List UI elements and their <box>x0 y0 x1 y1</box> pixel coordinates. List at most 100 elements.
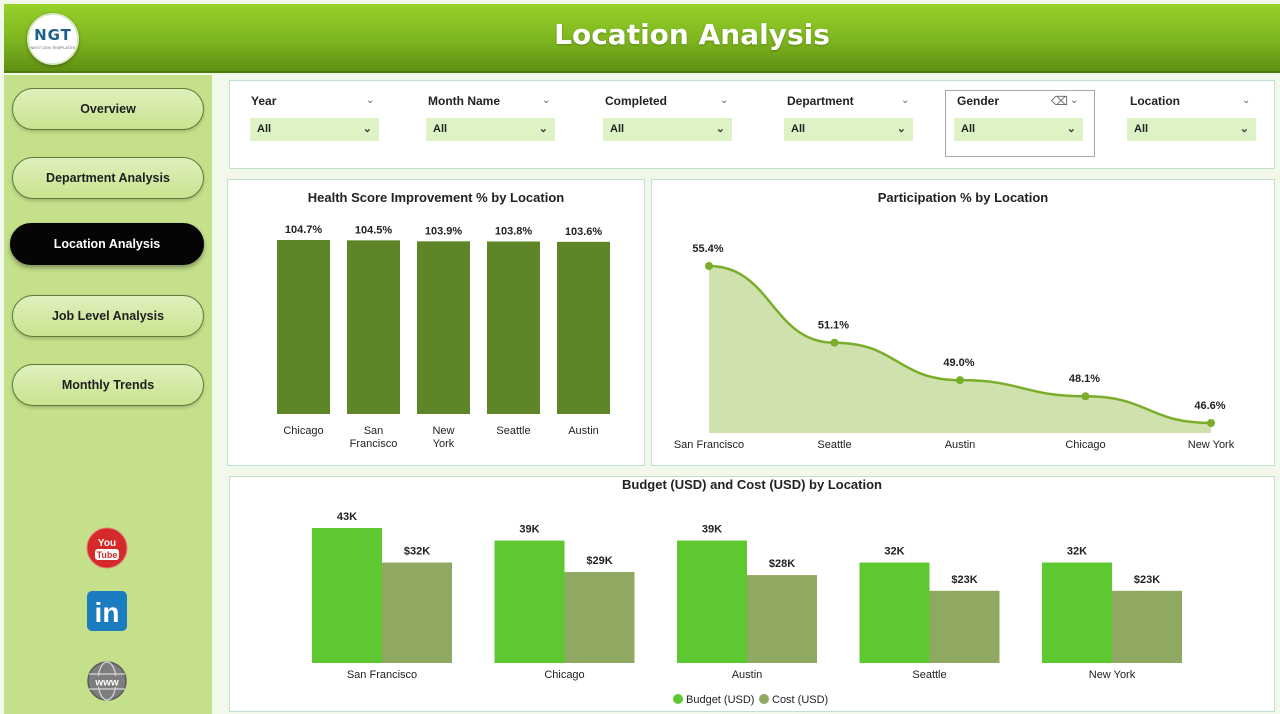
tick-label-austin: Austin <box>568 425 599 437</box>
bar-cost-usd-seattle[interactable] <box>929 590 1000 663</box>
data-label-seattle: 51.1% <box>818 320 849 332</box>
department-dropdown-value: All <box>791 123 806 135</box>
website-icon[interactable]: www <box>85 659 129 703</box>
nav-monthly-trends-button[interactable]: Monthly Trends <box>12 364 204 406</box>
data-label-new-york: 46.6% <box>1194 400 1225 412</box>
chevron-down-icon: ⌄ <box>896 123 906 135</box>
month-dropdown-value: All <box>433 123 448 135</box>
data-label-cost-usd-seattle: $23K <box>951 574 977 586</box>
tick-label-san-francisco: San Francisco <box>674 439 744 451</box>
chevron-down-icon[interactable]: ⌄ <box>1242 95 1251 106</box>
bar-chicago[interactable] <box>277 240 330 414</box>
data-label-cost-usd-new-york: $23K <box>1134 574 1160 586</box>
bar-budget-usd-seattle[interactable] <box>859 562 930 663</box>
data-label-cost-usd-chicago: $29K <box>586 555 612 567</box>
data-label-budget-usd-chicago: 39K <box>519 524 539 536</box>
data-label-seattle: 103.8% <box>495 225 533 237</box>
bar-budget-usd-austin[interactable] <box>677 540 747 663</box>
gender-slicer: Gender ⌫ ⌄ <box>957 91 1087 111</box>
tick-label-chicago: Chicago <box>283 425 323 437</box>
data-label-new-york: 103.9% <box>425 225 463 237</box>
location-slicer-label: Location <box>1130 94 1180 108</box>
tick-label-new-york: New York <box>1089 669 1136 681</box>
point-san-francisco[interactable] <box>705 262 713 270</box>
participation-area <box>709 266 1211 433</box>
chevron-down-icon: ⌄ <box>715 123 725 135</box>
chevron-down-icon[interactable]: ⌄ <box>542 95 551 106</box>
tick-label-austin: Austin <box>732 669 763 681</box>
nav-location-analysis-button[interactable]: Location Analysis <box>10 223 204 265</box>
location-dropdown-value: All <box>1134 123 1149 135</box>
youtube-label-top: You <box>98 538 116 549</box>
nav-job-level-analysis-button[interactable]: Job Level Analysis <box>12 295 204 337</box>
gender-slicer-focus-frame <box>945 90 1095 157</box>
tick-label-san-francisco: San Francisco <box>350 425 398 450</box>
page-title: Location Analysis <box>554 18 830 51</box>
bar-cost-usd-austin[interactable] <box>747 575 817 663</box>
tick-label-san-francisco: San Francisco <box>347 669 417 681</box>
chevron-down-icon[interactable]: ⌄ <box>901 95 910 106</box>
bar-cost-usd-san-francisco[interactable] <box>382 562 452 663</box>
data-label-san-francisco: 104.5% <box>355 224 393 236</box>
chevron-down-icon[interactable]: ⌄ <box>366 95 375 106</box>
gender-dropdown[interactable]: All ⌄ <box>954 118 1083 141</box>
eraser-icon[interactable]: ⌫ <box>1051 94 1068 108</box>
tick-label-chicago: Chicago <box>1065 439 1105 451</box>
logo-mark: NGT <box>34 26 72 44</box>
data-label-budget-usd-seattle: 32K <box>884 546 904 558</box>
health-score-chart-panel: Health Score Improvement % by Location 1… <box>227 179 645 466</box>
data-label-san-francisco: 55.4% <box>692 243 723 255</box>
bar-budget-usd-chicago[interactable] <box>494 540 565 663</box>
chevron-down-icon[interactable]: ⌄ <box>720 95 729 106</box>
nav-overview-button[interactable]: Overview <box>12 88 204 130</box>
bar-cost-usd-chicago[interactable] <box>564 571 635 663</box>
health-score-chart-title: Health Score Improvement % by Location <box>307 190 565 205</box>
data-label-austin: 49.0% <box>943 357 974 369</box>
year-slicer: Year ⌄ <box>251 91 381 111</box>
point-seattle[interactable] <box>830 338 839 347</box>
nav-department-analysis-button[interactable]: Department Analysis <box>12 157 204 199</box>
legend-marker-cost-usd <box>759 694 769 704</box>
bar-seattle[interactable] <box>487 241 540 414</box>
month-dropdown[interactable]: All ⌄ <box>426 118 555 141</box>
tick-label-austin: Austin <box>945 439 976 451</box>
bar-cost-usd-new-york[interactable] <box>1112 590 1182 663</box>
chevron-down-icon: ⌄ <box>1066 123 1076 135</box>
chevron-down-icon[interactable]: ⌄ <box>1070 95 1079 106</box>
year-dropdown[interactable]: All ⌄ <box>250 118 379 141</box>
participation-line <box>708 264 1212 425</box>
tick-label-seattle: Seattle <box>817 439 851 451</box>
bar-budget-usd-san-francisco[interactable] <box>312 528 382 663</box>
gender-dropdown-value: All <box>961 123 976 135</box>
year-dropdown-value: All <box>257 123 272 135</box>
completed-dropdown[interactable]: All ⌄ <box>603 118 732 141</box>
point-austin[interactable] <box>956 376 964 385</box>
completed-slicer: Completed ⌄ <box>605 91 735 111</box>
completed-slicer-label: Completed <box>605 94 668 108</box>
data-label-budget-usd-san-francisco: 43K <box>337 511 357 523</box>
linkedin-icon[interactable]: in <box>85 589 129 633</box>
chevron-down-icon: ⌄ <box>538 123 548 135</box>
location-dropdown[interactable]: All ⌄ <box>1127 118 1256 141</box>
sidebar: Overview Department Analysis Location An… <box>4 75 212 714</box>
bar-new-york[interactable] <box>417 241 470 414</box>
completed-dropdown-value: All <box>610 123 625 135</box>
point-chicago[interactable] <box>1081 392 1090 401</box>
tick-label-seattle: Seattle <box>912 669 946 681</box>
company-logo: NGT NEXT GEN TEMPLATES <box>27 13 79 65</box>
budget-cost-chart-title: Budget (USD) and Cost (USD) by Location <box>622 477 882 492</box>
point-new-york[interactable] <box>1207 419 1215 427</box>
department-dropdown[interactable]: All ⌄ <box>784 118 913 141</box>
bar-austin[interactable] <box>557 241 610 414</box>
data-label-cost-usd-san-francisco: $32K <box>404 546 430 558</box>
bar-san-francisco[interactable] <box>347 240 400 414</box>
website-label: www <box>94 678 119 689</box>
bar-budget-usd-new-york[interactable] <box>1042 562 1112 663</box>
department-slicer: Department ⌄ <box>787 91 917 111</box>
month-slicer-label: Month Name <box>428 94 500 108</box>
header-bar: NGT NEXT GEN TEMPLATES Location Analysis <box>4 4 1280 73</box>
data-label-chicago: 48.1% <box>1069 373 1100 385</box>
youtube-icon[interactable]: You Tube <box>85 526 129 570</box>
legend-marker-budget-usd <box>673 694 683 704</box>
